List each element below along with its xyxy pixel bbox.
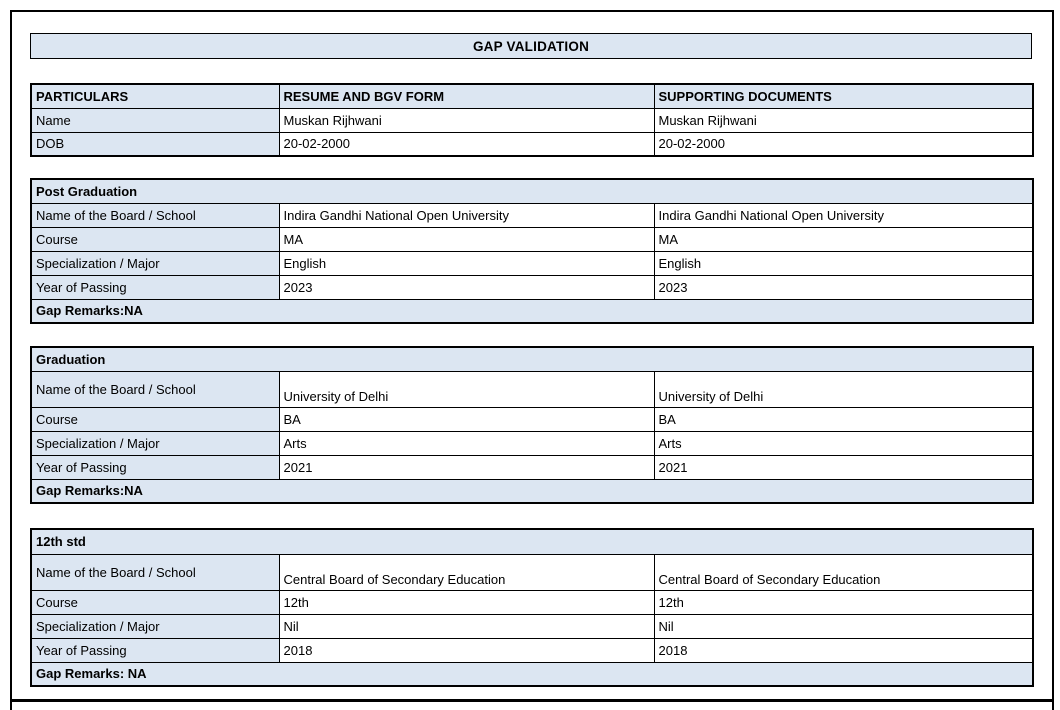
column-header-supporting: SUPPORTING DOCUMENTS	[653, 83, 1034, 109]
graduation-table: Graduation Name of the Board / School Un…	[30, 346, 1035, 504]
resume-value: 2023	[278, 274, 655, 300]
resume-value: 12th	[278, 589, 655, 615]
page-title-text: GAP VALIDATION	[472, 38, 590, 54]
supporting-value: Indira Gandhi National Open University	[653, 202, 1034, 228]
supporting-value: 12th	[653, 589, 1034, 615]
field-label: Course	[30, 226, 280, 252]
field-label: Course	[30, 589, 280, 615]
resume-value: 2018	[278, 637, 655, 663]
section-title: Graduation	[30, 346, 1034, 372]
gap-remarks: Gap Remarks:NA	[30, 478, 1034, 504]
supporting-value: English	[653, 250, 1034, 276]
supporting-value: Muskan Rijhwani	[653, 107, 1034, 133]
supporting-value: Arts	[653, 430, 1034, 456]
resume-value: MA	[278, 226, 655, 252]
table-row: Specialization / Major English English	[30, 250, 1034, 276]
gap-remarks-row: Gap Remarks: NA	[30, 661, 1034, 687]
field-label: Year of Passing	[30, 454, 280, 480]
field-label: Specialization / Major	[30, 250, 280, 276]
gap-remarks: Gap Remarks: NA	[30, 661, 1034, 687]
supporting-value: Central Board of Secondary Education	[653, 553, 1034, 591]
resume-value: Arts	[278, 430, 655, 456]
resume-value: BA	[278, 406, 655, 432]
gap-remarks-row: Gap Remarks:NA	[30, 478, 1034, 504]
table-row: Name of the Board / School University of…	[30, 370, 1034, 408]
table-row: Year of Passing 2018 2018	[30, 637, 1034, 663]
table-row: Name Muskan Rijhwani Muskan Rijhwani	[30, 107, 1034, 133]
table-row: Course BA BA	[30, 406, 1034, 432]
supporting-value: Nil	[653, 613, 1034, 639]
resume-value: 20-02-2000	[278, 131, 655, 157]
resume-value: Indira Gandhi National Open University	[278, 202, 655, 228]
table-row: Specialization / Major Nil Nil	[30, 613, 1034, 639]
field-label: Year of Passing	[30, 274, 280, 300]
section-title-row: Post Graduation	[30, 178, 1034, 204]
gap-remarks-row: Gap Remarks:NA	[30, 298, 1034, 324]
field-label: Specialization / Major	[30, 613, 280, 639]
resume-value: Muskan Rijhwani	[278, 107, 655, 133]
table-row: Course MA MA	[30, 226, 1034, 252]
supporting-value: 2021	[653, 454, 1034, 480]
table-header-row: PARTICULARS RESUME AND BGV FORM SUPPORTI…	[30, 83, 1034, 109]
resume-value: Central Board of Secondary Education	[278, 553, 655, 591]
supporting-value: BA	[653, 406, 1034, 432]
field-label: Name of the Board / School	[30, 553, 280, 591]
field-label: Name of the Board / School	[30, 202, 280, 228]
table-row: DOB 20-02-2000 20-02-2000	[30, 131, 1034, 157]
column-header-particulars: PARTICULARS	[30, 83, 280, 109]
supporting-value: University of Delhi	[653, 370, 1034, 408]
gap-remarks: Gap Remarks:NA	[30, 298, 1034, 324]
page-title: GAP VALIDATION	[30, 33, 1032, 59]
page-border-frame	[10, 10, 1054, 710]
particulars-table: PARTICULARS RESUME AND BGV FORM SUPPORTI…	[30, 83, 1034, 157]
resume-value: 2021	[278, 454, 655, 480]
resume-value: English	[278, 250, 655, 276]
field-label: DOB	[30, 131, 280, 157]
resume-value: Nil	[278, 613, 655, 639]
post-graduation-table: Post Graduation Name of the Board / Scho…	[30, 178, 1035, 324]
section-title: 12th std	[30, 528, 1034, 555]
supporting-value: MA	[653, 226, 1034, 252]
twelfth-std-table: 12th std Name of the Board / School Cent…	[30, 528, 1035, 687]
section-title-row: Graduation	[30, 346, 1034, 372]
page-bottom-rule	[10, 699, 1054, 702]
field-label: Year of Passing	[30, 637, 280, 663]
supporting-value: 20-02-2000	[653, 131, 1034, 157]
field-label: Course	[30, 406, 280, 432]
section-title: Post Graduation	[30, 178, 1034, 204]
table-row: Specialization / Major Arts Arts	[30, 430, 1034, 456]
table-row: Name of the Board / School Central Board…	[30, 553, 1034, 591]
field-label: Name of the Board / School	[30, 370, 280, 408]
field-label: Name	[30, 107, 280, 133]
table-row: Year of Passing 2023 2023	[30, 274, 1034, 300]
column-header-resume: RESUME AND BGV FORM	[278, 83, 655, 109]
supporting-value: 2018	[653, 637, 1034, 663]
supporting-value: 2023	[653, 274, 1034, 300]
table-row: Year of Passing 2021 2021	[30, 454, 1034, 480]
table-row: Name of the Board / School Indira Gandhi…	[30, 202, 1034, 228]
table-row: Course 12th 12th	[30, 589, 1034, 615]
section-title-row: 12th std	[30, 528, 1034, 555]
resume-value: University of Delhi	[278, 370, 655, 408]
field-label: Specialization / Major	[30, 430, 280, 456]
